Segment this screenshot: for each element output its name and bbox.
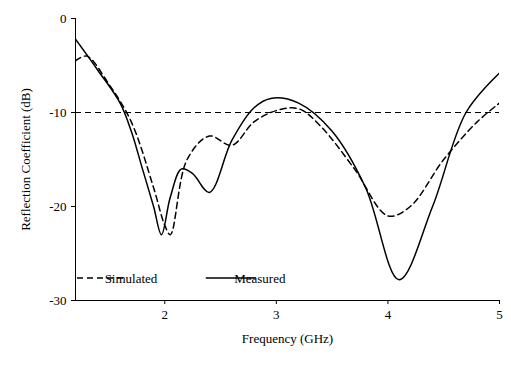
svg-text:2: 2 <box>162 307 169 322</box>
svg-text:0: 0 <box>60 11 67 26</box>
svg-text:-20: -20 <box>49 199 66 214</box>
svg-text:-30: -30 <box>49 293 66 308</box>
svg-text:Measured: Measured <box>234 271 286 286</box>
svg-text:Reflection Coefficient (dB): Reflection Coefficient (dB) <box>18 88 33 231</box>
svg-text:-10: -10 <box>49 105 66 120</box>
svg-text:5: 5 <box>496 307 503 322</box>
svg-text:4: 4 <box>385 307 392 322</box>
svg-text:Frequency (GHz): Frequency (GHz) <box>242 331 333 346</box>
svg-text:Simulated: Simulated <box>105 271 158 286</box>
svg-text:3: 3 <box>273 307 280 322</box>
